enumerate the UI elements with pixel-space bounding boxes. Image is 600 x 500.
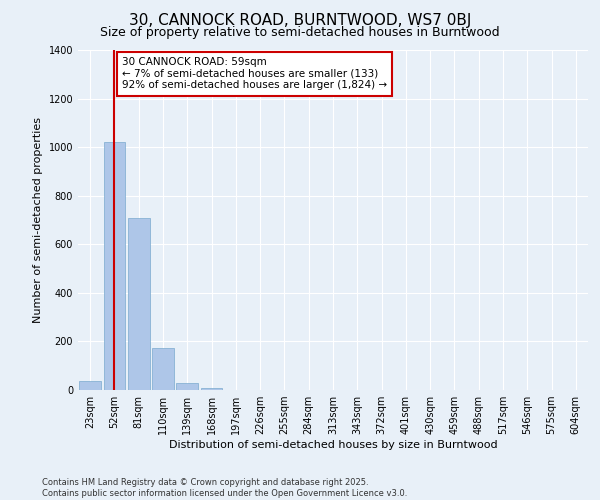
Text: 30 CANNOCK ROAD: 59sqm
← 7% of semi-detached houses are smaller (133)
92% of sem: 30 CANNOCK ROAD: 59sqm ← 7% of semi-deta… [122, 58, 387, 90]
Bar [176, 384, 198, 390]
Bar [128, 218, 149, 390]
Bar [104, 142, 125, 390]
Text: Contains HM Land Registry data © Crown copyright and database right 2025.
Contai: Contains HM Land Registry data © Crown c… [42, 478, 407, 498]
Text: Size of property relative to semi-detached houses in Burntwood: Size of property relative to semi-detach… [100, 26, 500, 39]
Bar [200, 388, 223, 390]
Y-axis label: Number of semi-detached properties: Number of semi-detached properties [33, 117, 43, 323]
X-axis label: Distribution of semi-detached houses by size in Burntwood: Distribution of semi-detached houses by … [169, 440, 497, 450]
Bar [79, 381, 101, 390]
Bar [152, 348, 174, 390]
Text: 30, CANNOCK ROAD, BURNTWOOD, WS7 0BJ: 30, CANNOCK ROAD, BURNTWOOD, WS7 0BJ [129, 12, 471, 28]
